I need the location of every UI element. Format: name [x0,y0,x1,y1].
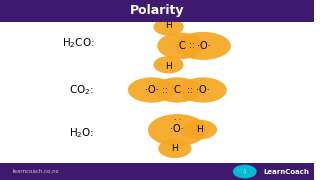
Circle shape [158,139,191,158]
Ellipse shape [179,77,227,103]
Circle shape [153,56,184,73]
Text: LearnCoach: LearnCoach [264,168,309,175]
Text: H: H [172,144,178,153]
Ellipse shape [175,32,231,60]
Ellipse shape [154,77,201,103]
Text: ·O·: ·O· [196,85,210,95]
Text: · ·: · · [174,116,181,125]
Circle shape [183,120,217,140]
Text: ::: :: [189,41,195,50]
Text: ·O·: ·O· [196,41,210,51]
Text: H: H [165,21,172,30]
Text: C: C [178,41,185,51]
Text: C: C [174,85,181,95]
Bar [0,0,314,22]
Text: H: H [196,125,203,134]
Text: ·O·: ·O· [145,85,158,95]
Circle shape [233,165,257,178]
Text: H$_2$O:: H$_2$O: [69,126,94,140]
Text: CO$_2$:: CO$_2$: [69,83,94,97]
Text: ::: :: [162,86,167,94]
Text: :): :) [243,169,247,174]
Text: H: H [165,62,172,71]
Text: ·O·: ·O· [171,124,184,134]
Text: ::: :: [187,86,193,94]
Text: learncoach.co.nz: learncoach.co.nz [12,169,59,174]
Circle shape [153,18,184,36]
Text: Polarity: Polarity [130,4,184,17]
Ellipse shape [148,114,207,146]
Bar [0,163,314,180]
Ellipse shape [128,77,175,103]
Ellipse shape [157,33,204,59]
Text: H$_2$CO:: H$_2$CO: [61,36,94,50]
